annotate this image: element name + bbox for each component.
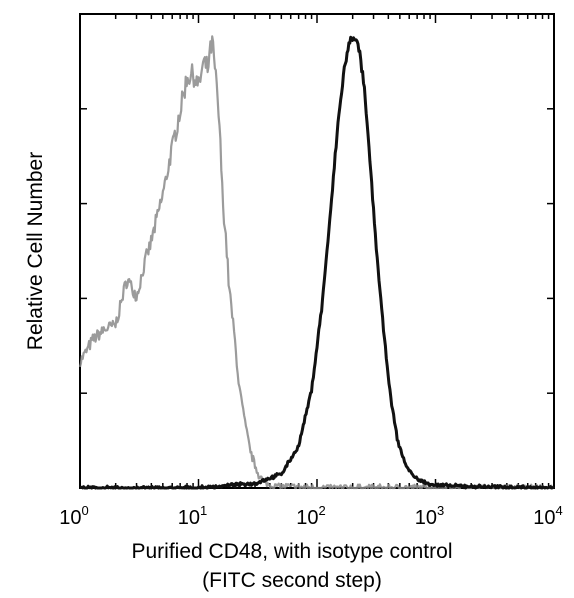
series-isotype-control-curve [78, 35, 555, 490]
x-tick-labels: 100 101 102 103 104 [59, 503, 562, 529]
series-cd48-curve [79, 35, 555, 490]
x-tick-label: 100 [59, 503, 88, 529]
plot-frame [79, 13, 555, 489]
x-tick-label: 102 [296, 503, 325, 529]
x-tick-label: 101 [178, 503, 207, 529]
x-tick-label: 104 [533, 503, 562, 529]
x-axis-title-line1: Purified CD48, with isotype control [132, 540, 453, 563]
x-axis-title-line2: (FITC second step) [202, 569, 382, 592]
x-tick-label: 103 [415, 503, 444, 529]
y-axis-title: Relative Cell Number [24, 152, 47, 350]
axis-ticks [79, 13, 555, 489]
